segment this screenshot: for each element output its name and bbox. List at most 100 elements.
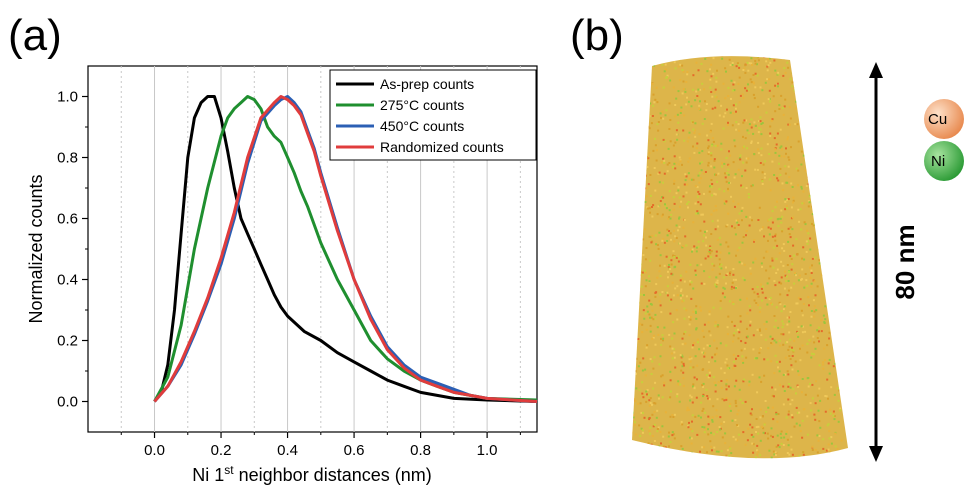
atom-dot	[632, 385, 633, 388]
atom-dot	[853, 248, 855, 250]
atom-dot	[624, 380, 626, 382]
atom-dot	[690, 178, 693, 181]
atom-dot	[731, 124, 734, 127]
atom-dot	[715, 281, 718, 284]
atom-dot	[692, 385, 694, 388]
atom-dot	[719, 342, 722, 345]
atom-dot	[734, 419, 737, 421]
atom-dot	[676, 459, 678, 461]
atom-dot	[814, 449, 817, 451]
atom-dot	[724, 97, 727, 100]
atom-dot	[782, 333, 785, 336]
atom-dot	[649, 174, 652, 176]
atom-dot	[755, 357, 758, 360]
atom-dot	[780, 260, 783, 263]
atom-dot	[844, 381, 847, 384]
atom-dot	[657, 446, 660, 449]
atom-dot	[791, 71, 794, 74]
atom-dot	[847, 198, 848, 201]
atom-dot	[628, 361, 630, 363]
atom-dot	[786, 452, 789, 454]
atom-dot	[772, 266, 775, 269]
atom-dot	[668, 190, 671, 193]
atom-dot	[645, 51, 647, 53]
atom-dot	[788, 176, 791, 179]
atom-dot	[855, 395, 857, 397]
atom-dot	[728, 273, 731, 276]
atom-dot	[843, 155, 846, 158]
atom-dot	[820, 252, 823, 255]
atom-dot	[818, 364, 821, 367]
y-tick-label: 1.0	[57, 89, 78, 106]
atom-dot	[783, 105, 786, 108]
atom-dot	[854, 247, 856, 249]
atom-dot	[769, 335, 772, 338]
atom-dot	[645, 400, 648, 403]
atom-dot	[792, 199, 795, 202]
atom-dot	[822, 153, 825, 156]
cu-label: Cu	[928, 111, 947, 128]
atom-dot	[782, 373, 785, 376]
atom-dot	[766, 303, 769, 306]
atom-dot	[791, 263, 794, 266]
atom-dot	[786, 204, 788, 207]
atom-dot	[761, 180, 764, 183]
atom-dot	[815, 184, 818, 187]
atom-dot	[649, 194, 652, 197]
atom-dot	[622, 449, 624, 451]
atom-dot	[735, 287, 737, 289]
atom-dot	[691, 401, 694, 404]
atom-dot	[681, 300, 684, 303]
atom-dot	[646, 69, 648, 72]
atom-dot	[665, 255, 668, 258]
atom-dot	[746, 327, 748, 330]
atom-dot	[653, 64, 656, 67]
atom-dot	[824, 305, 827, 308]
atom-dot	[821, 166, 824, 169]
atom-dot	[797, 184, 799, 187]
atom-dot	[848, 206, 850, 208]
atom-dot	[638, 147, 640, 150]
atom-dot	[726, 449, 729, 452]
atom-dot	[853, 163, 855, 165]
atom-dot	[770, 119, 773, 122]
atom-dot	[676, 285, 679, 288]
atom-dot	[841, 395, 844, 398]
atom-dot	[779, 217, 782, 220]
atom-dot	[668, 445, 670, 448]
atom-dot	[737, 224, 740, 226]
atom-dot	[828, 463, 830, 465]
atom-dot	[837, 365, 840, 368]
atom-dot	[627, 72, 629, 74]
atom-dot	[658, 300, 661, 303]
atom-dot	[796, 51, 798, 53]
atom-dot	[835, 326, 838, 329]
atom-dot	[846, 107, 848, 110]
atom-dot	[703, 431, 706, 434]
atom-dot	[669, 232, 672, 235]
atom-dot	[672, 416, 675, 418]
atom-dot	[787, 198, 790, 200]
atom-dot	[726, 124, 729, 126]
specimen-tip	[632, 56, 848, 459]
atom-dot	[759, 116, 762, 119]
atom-dot	[801, 268, 804, 271]
atom-dot	[687, 201, 690, 203]
atom-dot	[708, 371, 711, 374]
atom-dot	[679, 354, 682, 357]
atom-dot	[807, 142, 810, 145]
atom-dot	[679, 294, 682, 297]
atom-dot	[783, 390, 786, 392]
atom-dot	[847, 287, 848, 290]
atom-dot	[715, 352, 718, 355]
atom-dot	[855, 262, 857, 264]
atom-dot	[628, 354, 630, 356]
atom-dot	[745, 161, 748, 164]
atom-dot	[632, 266, 635, 269]
atom-dot	[641, 381, 644, 384]
atom-dot	[634, 433, 637, 436]
atom-dot	[836, 387, 839, 390]
atom-dot	[675, 256, 678, 259]
atom-dot	[725, 282, 727, 285]
atom-dot	[644, 168, 647, 171]
